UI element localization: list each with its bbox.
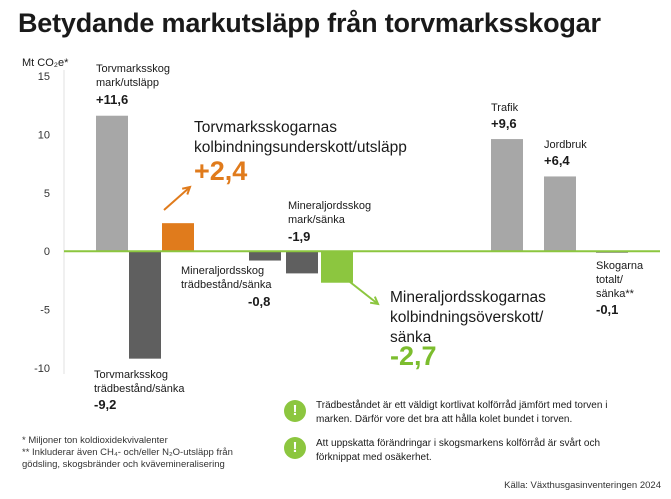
bar-min_netto (321, 251, 353, 283)
bar-trafik (491, 139, 523, 252)
bar-torv_trad (129, 251, 161, 359)
y-tick-label: 5 (44, 188, 50, 200)
bar-label-min-netto: Mineraljordsskogarnas kolbindningsöversk… (390, 289, 546, 346)
bar-label-torv-trad: Torvmarksskog trädbestånd/sänka (94, 369, 185, 395)
footnote-3: gödsling, skogsbränder och kväveminerali… (22, 459, 225, 470)
bar-value-min-trad: -0,8 (248, 294, 271, 309)
bar-label-skog-tot: Skogarna totalt/ sänka** (596, 260, 644, 300)
arrow-orange-head (181, 185, 192, 195)
bar-label-min-trad: Mineraljordsskog trädbestånd/sänka (181, 265, 272, 291)
bar-torv_mark (96, 115, 128, 252)
source-note: Källa: Växthusgasinventeringen 2024 (504, 480, 661, 491)
bar-value-torv-trad: -9,2 (94, 397, 117, 412)
info-note-1-line-1: Trädbeståndet är ett väldigt kortlivat k… (316, 400, 608, 411)
info-exclamation-icon: ! (284, 400, 306, 422)
bars (96, 115, 628, 359)
chart-title: Betydande markutsläpp från torvmarksskog… (18, 8, 601, 38)
y-tick-label: -10 (34, 363, 50, 375)
bar-value-torv-netto: +2,4 (194, 156, 248, 186)
footnote-1: * Miljoner ton koldioxidekvivalenter (22, 435, 168, 446)
info-exclamation-icon: ! (284, 437, 306, 459)
bar-min_mark (286, 251, 318, 274)
y-tick-label: 0 (44, 246, 50, 258)
y-tick-label: 15 (38, 71, 50, 83)
y-axis-label: Mt CO₂e* (22, 57, 69, 69)
bar-label-torv-netto: Torvmarksskogarnas kolbindningsunderskot… (194, 119, 407, 156)
arrows (163, 185, 380, 306)
arrow-green-shaft (349, 281, 379, 305)
bar-label-trafik: Trafik (491, 102, 519, 114)
bar-value-min-netto: -2,7 (390, 341, 437, 371)
bar-value-trafik: +9,6 (491, 116, 517, 131)
bar-torv_netto (162, 223, 194, 252)
info-note-1-line-2: marken. Därför vore det bra att hålla ko… (316, 414, 573, 425)
bar-value-torv-mark: +11,6 (96, 92, 129, 107)
bar-label-min-mark: Mineraljordsskog mark/sänka (288, 200, 372, 226)
bar-label-jordbruk: Jordbruk (544, 139, 587, 151)
bar-min_trad (249, 251, 281, 261)
arrow-green-head (369, 296, 380, 306)
arrow-orange-shaft (163, 186, 191, 211)
bar-value-jordbruk: +6,4 (544, 153, 570, 168)
info-note-2-line-2: förknippat med osäkerhet. (316, 452, 432, 463)
info-note-2-line-1: Att uppskatta förändringar i skogsmarken… (316, 438, 601, 449)
footnote-2: ** Inkluderar även CH₄- och/eller N₂O-ut… (22, 447, 233, 458)
y-tick-label: -5 (40, 305, 50, 317)
y-tick-label: 10 (38, 129, 50, 141)
bar-value-skog-tot: -0,1 (596, 302, 619, 317)
bar-label-torv-mark: Torvmarksskog mark/utsläpp (96, 63, 170, 89)
y-tick-labels: 15 10 5 0 -5 -10 (34, 71, 50, 375)
bar-jordbruk (544, 176, 576, 252)
bar-value-min-mark: -1,9 (288, 229, 311, 244)
